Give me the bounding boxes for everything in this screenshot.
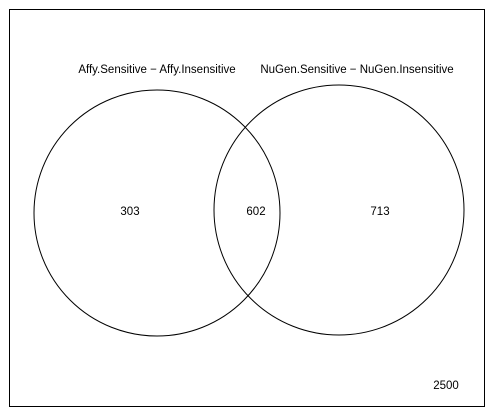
- set-a-circle: [33, 89, 281, 337]
- set-a-label: Affy.Sensitive − Affy.Insensitive: [78, 64, 235, 76]
- set-b-only-count: 713: [370, 206, 389, 218]
- set-b-circle: [213, 84, 465, 336]
- intersection-count: 602: [246, 206, 265, 218]
- set-a-only-count: 303: [120, 206, 139, 218]
- set-b-label: NuGen.Sensitive − NuGen.Insensitive: [260, 64, 453, 76]
- universe-count: 2500: [433, 380, 459, 392]
- venn-plot-frame: [9, 9, 485, 407]
